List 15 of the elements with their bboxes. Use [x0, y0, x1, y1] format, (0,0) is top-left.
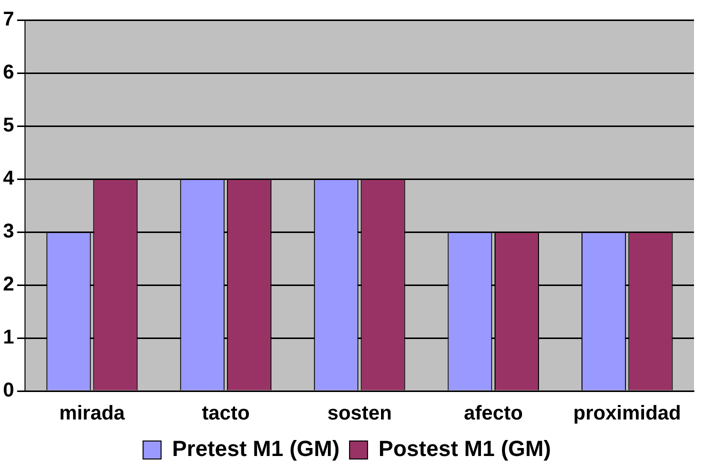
y-tick-label: 0: [3, 380, 14, 402]
y-tick-label: 4: [3, 168, 15, 190]
x-tick-label: sosten: [327, 402, 392, 425]
y-tick-label: 7: [3, 8, 14, 31]
x-tick-label: afecto: [464, 402, 523, 425]
x-tick-label: proximidad: [573, 402, 682, 425]
x-tick-label: mirada: [59, 402, 126, 425]
y-tick-label: 5: [3, 114, 14, 137]
x-tick-label: tacto: [202, 402, 250, 425]
legend-label: Pretest M1 (GM): [172, 436, 340, 462]
y-tick-label: 3: [3, 220, 14, 243]
y-tick-label: 6: [3, 62, 14, 84]
y-tick-label: 1: [3, 326, 14, 349]
legend-label: Postest M1 (GM): [378, 436, 551, 462]
y-tick-label: 2: [3, 274, 14, 296]
